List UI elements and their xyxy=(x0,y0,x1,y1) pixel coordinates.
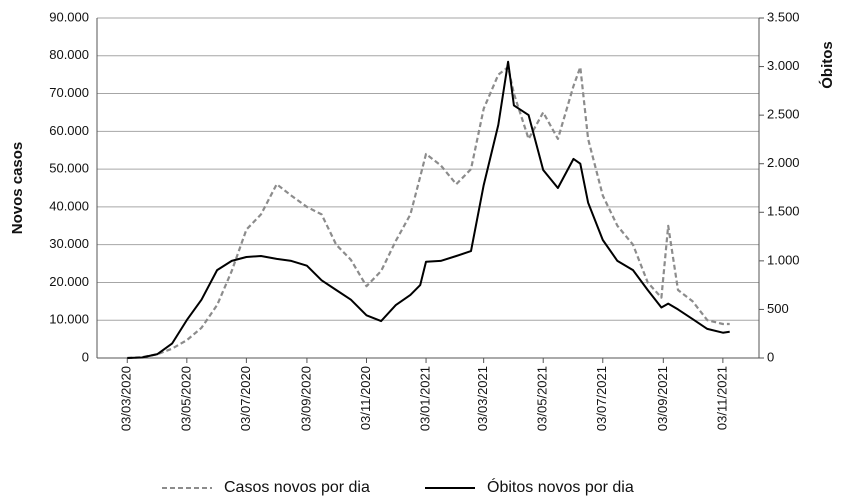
x-tick-label: 03/03/2020 xyxy=(119,366,134,431)
x-tick-label: 03/11/2021 xyxy=(714,366,729,430)
x-tick-label: 03/01/2021 xyxy=(417,366,432,431)
y2-tick-label: 3.000 xyxy=(767,58,800,73)
y-tick-label: 60.000 xyxy=(49,123,89,138)
y-tick-label: 0 xyxy=(82,349,89,364)
y2-tick-label: 1.500 xyxy=(767,204,800,219)
y-tick-label: 50.000 xyxy=(49,161,89,176)
y-tick-label: 40.000 xyxy=(49,198,89,213)
x-tick-label: 03/05/2021 xyxy=(535,366,550,431)
x-tick-label: 03/07/2021 xyxy=(594,366,609,431)
y2-tick-label: 2.000 xyxy=(767,155,800,170)
y-axis-title: Novos casos xyxy=(9,142,26,235)
y-tick-label: 70.000 xyxy=(49,85,89,100)
y-tick-label: 80.000 xyxy=(49,47,89,62)
series-line xyxy=(127,60,730,359)
y2-axis-title: Óbitos xyxy=(818,41,836,89)
x-tick-label: 03/09/2021 xyxy=(655,366,670,431)
x-tick-label: 03/09/2020 xyxy=(298,366,313,431)
y-tick-label: 20.000 xyxy=(49,274,89,289)
x-tick-label: 03/03/2021 xyxy=(475,366,490,431)
x-tick-label: 03/05/2020 xyxy=(178,366,193,431)
legend-label: Óbitos novos por dia xyxy=(487,477,634,496)
series-line xyxy=(127,66,730,360)
legend-label: Casos novos por dia xyxy=(224,479,370,496)
y-tick-label: 10.000 xyxy=(49,312,89,327)
y-tick-label: 90.000 xyxy=(49,9,89,24)
x-tick-label: 03/11/2020 xyxy=(358,366,373,430)
y2-tick-label: 500 xyxy=(767,301,789,316)
y2-tick-label: 2.500 xyxy=(767,107,800,122)
y2-tick-label: 1.000 xyxy=(767,252,800,267)
y2-tick-label: 3.500 xyxy=(767,9,800,24)
x-tick-label: 03/07/2020 xyxy=(238,366,253,431)
y-tick-label: 30.000 xyxy=(49,236,89,251)
y2-tick-label: 0 xyxy=(767,349,774,364)
